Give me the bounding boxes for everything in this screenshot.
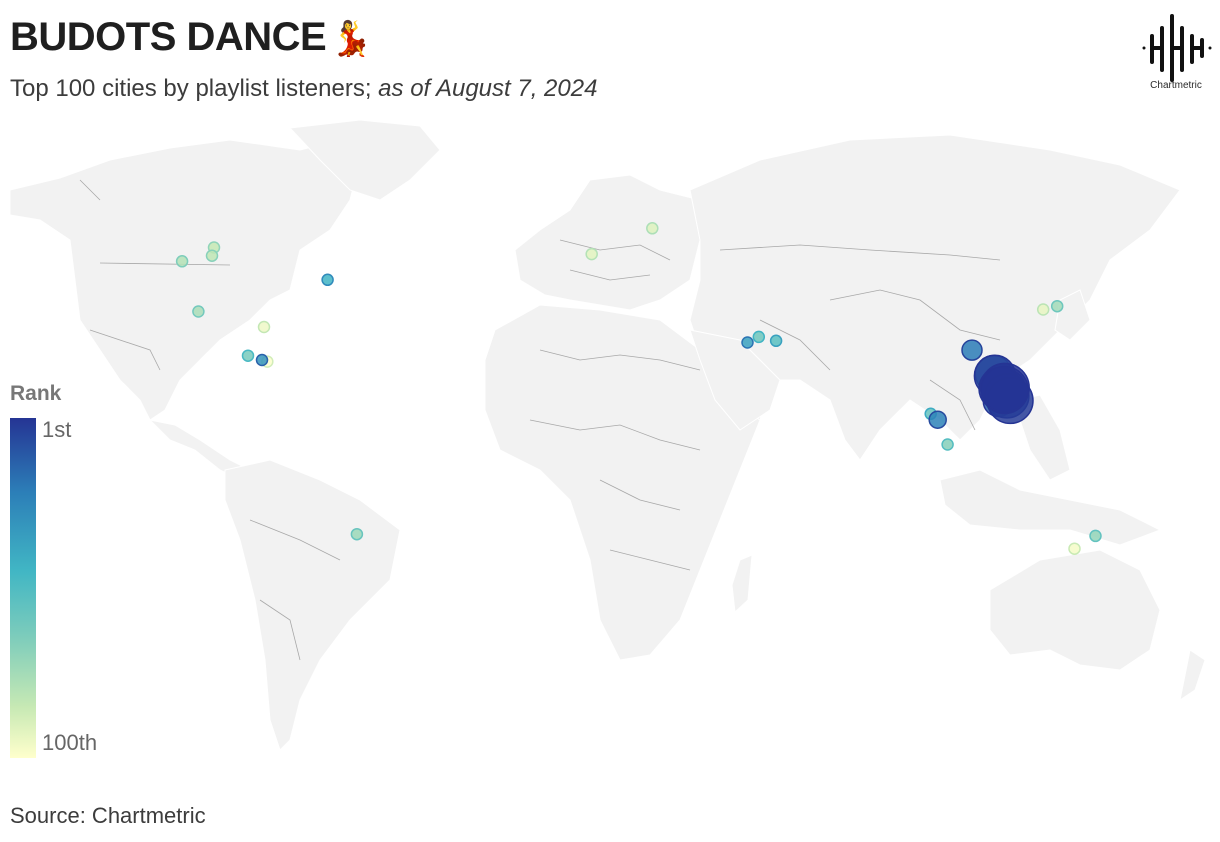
- south-america-land: [224, 459, 401, 751]
- city-marker-rank-92[interactable]: [1036, 303, 1050, 316]
- dancer-emoji-icon: 💃: [330, 20, 373, 58]
- city-markers: [175, 222, 1102, 555]
- title-text: BUDOTS DANCE: [10, 15, 327, 59]
- city-marker-rank-96[interactable]: [1068, 542, 1081, 555]
- chartmetric-logo-text: Chartmetric: [1150, 80, 1202, 91]
- city-marker-rank-55[interactable]: [752, 330, 766, 344]
- city-marker-rank-72[interactable]: [192, 305, 205, 318]
- chartmetric-waveform-icon: [1142, 14, 1212, 82]
- source-note: Source: Chartmetric: [10, 803, 206, 828]
- legend-min-label: 100th: [42, 730, 98, 755]
- subtitle-main: Top 100 cities by playlist listeners;: [10, 75, 372, 102]
- city-marker-rank-48[interactable]: [769, 334, 783, 348]
- new-zealand-land: [1179, 649, 1206, 702]
- city-marker-rank-20[interactable]: [961, 339, 983, 361]
- city-marker-rank-70[interactable]: [1050, 299, 1064, 313]
- legend-color-scale: [10, 418, 36, 758]
- city-marker-rank-33[interactable]: [741, 336, 754, 349]
- subtitle-date: as of August 7, 2024: [378, 75, 598, 102]
- city-marker-rank-1[interactable]: [979, 362, 1030, 413]
- city-marker-rank-66[interactable]: [1089, 529, 1102, 543]
- city-marker-rank-58[interactable]: [241, 349, 255, 362]
- southeast-asia-islands-land: [939, 469, 1162, 546]
- australia-land: [989, 549, 1161, 671]
- legend-max-label: 1st: [42, 417, 72, 442]
- city-marker-rank-75[interactable]: [175, 255, 189, 268]
- city-marker-rank-68[interactable]: [350, 527, 364, 541]
- madagascar-land: [731, 554, 753, 614]
- north-america-land: [9, 139, 361, 421]
- legend-title: Rank: [10, 382, 62, 405]
- world-map: [9, 119, 1206, 751]
- philippines-land: [1017, 394, 1071, 481]
- city-marker-rank-62[interactable]: [941, 438, 954, 451]
- land-masses: [9, 119, 1206, 751]
- africa-land: [484, 304, 761, 661]
- greenland-land: [288, 119, 441, 201]
- country-borders: [79, 179, 1001, 661]
- europe-land: [514, 174, 701, 311]
- city-marker-rank-94[interactable]: [257, 320, 271, 334]
- city-marker-rank-78[interactable]: [205, 249, 219, 262]
- japan-land: [1054, 289, 1091, 341]
- city-marker-rank-88[interactable]: [646, 222, 659, 235]
- chart-subtitle: Top 100 cities by playlist listeners; as…: [10, 74, 597, 104]
- city-marker-rank-22[interactable]: [928, 410, 947, 429]
- city-marker-rank-90[interactable]: [585, 247, 598, 261]
- city-marker-rank-40[interactable]: [321, 273, 334, 287]
- chart-title: BUDOTS DANCE 💃: [10, 12, 373, 64]
- city-marker-rank-28[interactable]: [255, 353, 269, 367]
